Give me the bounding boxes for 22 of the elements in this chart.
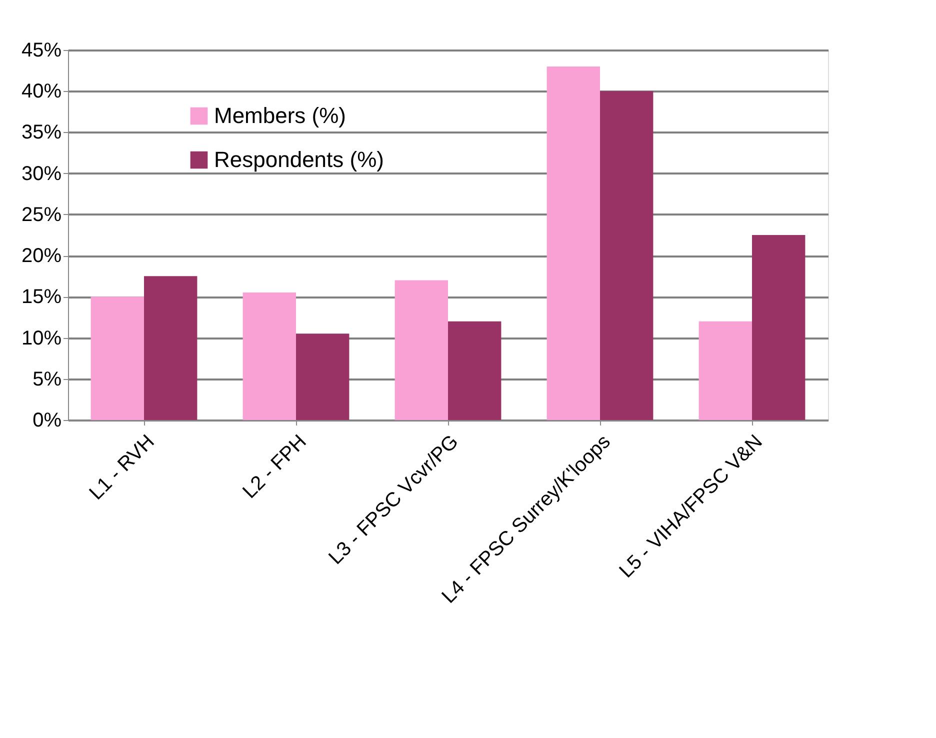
y-tick-label: 40% [21, 80, 62, 103]
y-tick-label: 25% [21, 204, 62, 226]
y-tick-label: 30% [21, 162, 62, 185]
y-tick-label: 10% [21, 327, 62, 350]
bar [296, 334, 350, 420]
bar [600, 91, 654, 420]
bar [752, 235, 806, 420]
y-tick-label: 20% [21, 245, 62, 268]
bar [90, 296, 144, 420]
bar [546, 66, 600, 420]
y-tick-label: 35% [21, 122, 62, 144]
y-tick-label: 45% [21, 40, 62, 62]
bar [242, 292, 296, 420]
legend-label: Respondents (%) [214, 147, 384, 172]
legend-label: Members (%) [214, 103, 346, 128]
bar [698, 321, 752, 420]
y-tick-label: 0% [32, 410, 62, 432]
y-tick-label: 15% [21, 286, 62, 308]
bar [144, 276, 198, 420]
bar [448, 321, 502, 420]
bar [394, 280, 448, 420]
y-tick-label: 5% [32, 368, 62, 390]
